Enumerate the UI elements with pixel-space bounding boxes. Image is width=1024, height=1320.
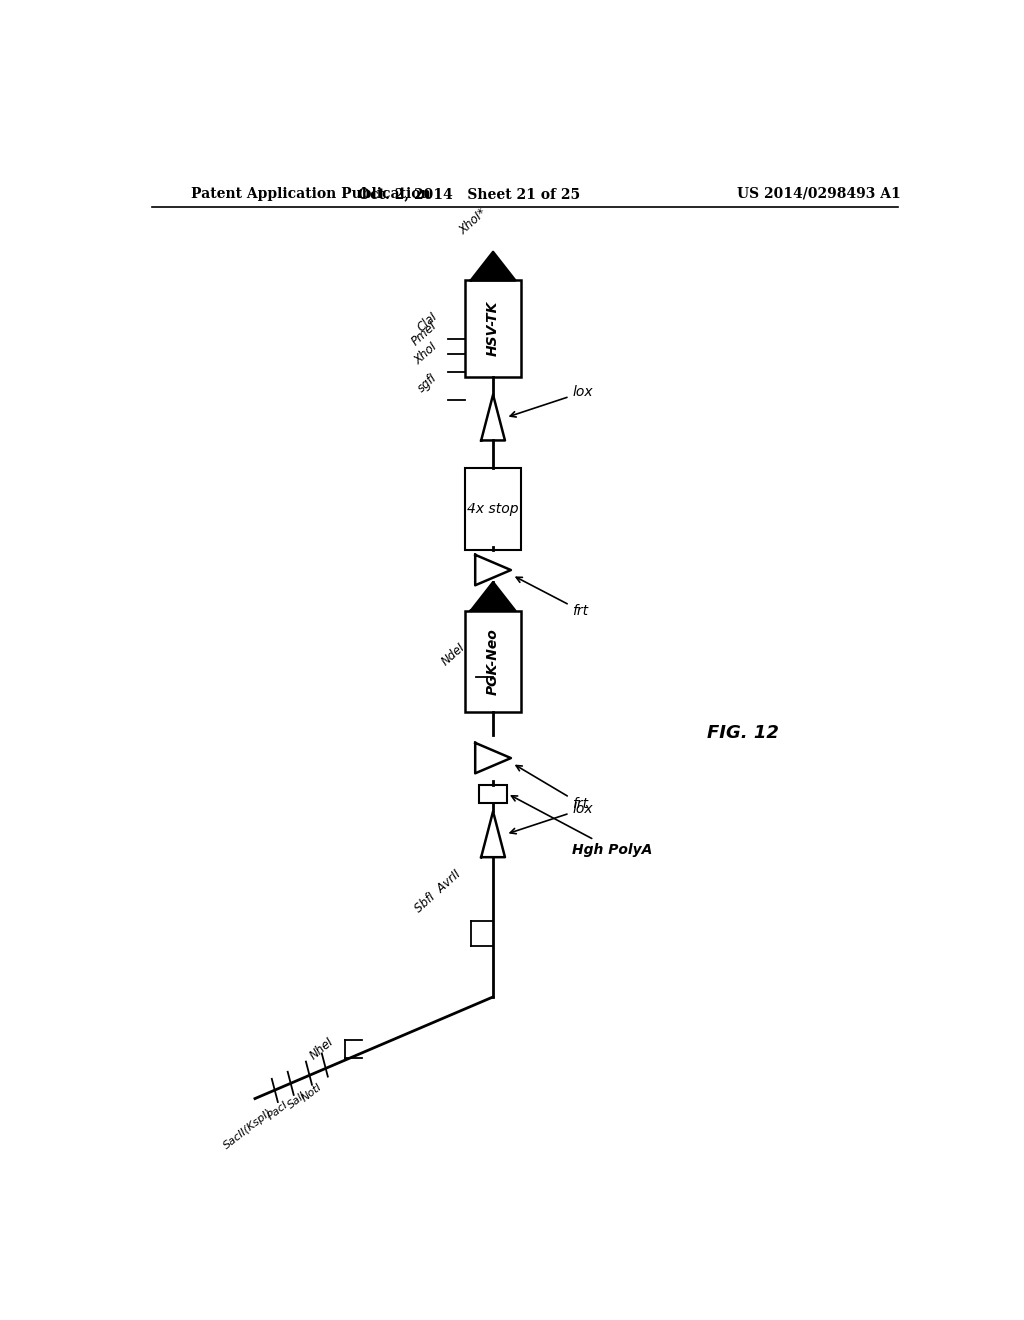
Text: SacII(KspI): SacII(KspI) (221, 1107, 273, 1151)
Text: PmeI: PmeI (410, 319, 440, 348)
Text: frt: frt (516, 577, 589, 618)
Text: US 2014/0298493 A1: US 2014/0298493 A1 (736, 187, 900, 201)
Text: NotI: NotI (300, 1081, 324, 1104)
Bar (465, 280, 521, 378)
Text: NdeI: NdeI (439, 642, 468, 669)
Text: PacI: PacI (265, 1100, 290, 1122)
Text: FIG. 12: FIG. 12 (708, 723, 779, 742)
Text: lox: lox (510, 801, 593, 834)
Text: Hgh PolyA: Hgh PolyA (511, 796, 652, 857)
Bar (479, 784, 507, 803)
Text: 4x stop: 4x stop (467, 502, 519, 516)
Text: Patent Application Publication: Patent Application Publication (191, 187, 431, 201)
Text: XhoI: XhoI (412, 339, 440, 367)
Text: SbfI  AvrII: SbfI AvrII (412, 867, 463, 916)
Bar (465, 611, 521, 713)
Text: Oct. 2, 2014   Sheet 21 of 25: Oct. 2, 2014 Sheet 21 of 25 (358, 187, 581, 201)
Text: XhoI*: XhoI* (457, 206, 489, 238)
Text: SalI: SalI (286, 1090, 308, 1110)
Text: frt: frt (516, 766, 589, 810)
Bar (465, 469, 521, 549)
Text: sgfI: sgfI (416, 371, 440, 395)
Polygon shape (471, 582, 515, 611)
Text: lox: lox (510, 385, 593, 417)
Polygon shape (471, 252, 515, 280)
Text: HSV-TK: HSV-TK (486, 301, 500, 356)
Text: NheI: NheI (307, 1035, 337, 1063)
Text: PGK-Neo: PGK-Neo (486, 628, 500, 694)
Text: ClaI: ClaI (415, 310, 440, 334)
